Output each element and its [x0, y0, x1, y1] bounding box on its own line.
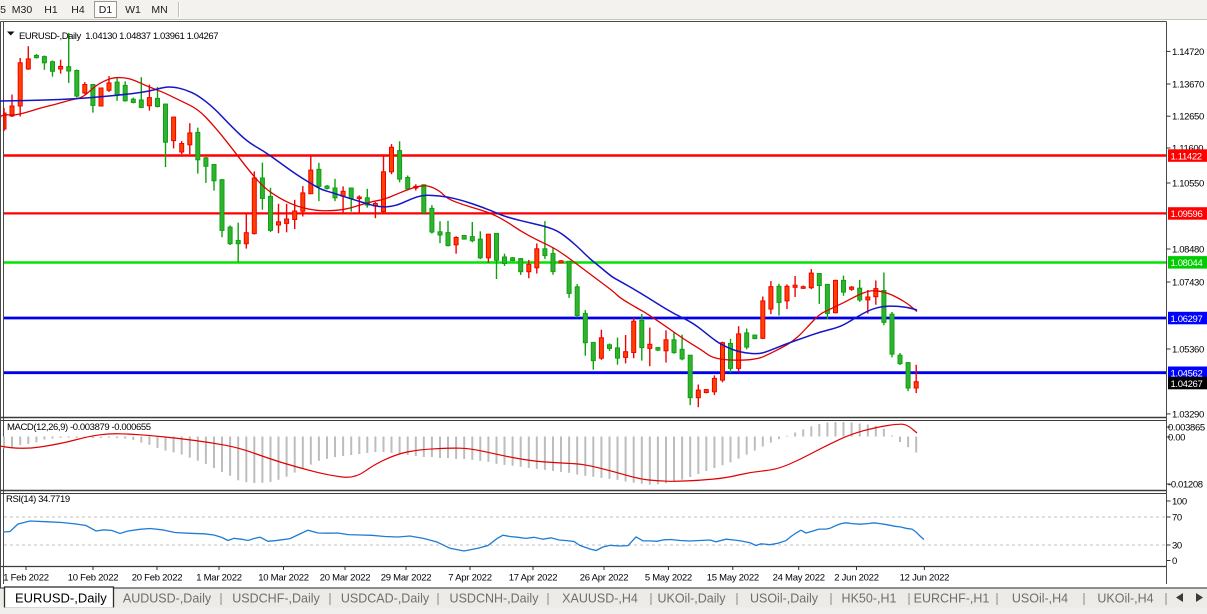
svg-text:7 Apr 2022: 7 Apr 2022: [448, 573, 491, 584]
svg-text:UKOil-,H4: UKOil-,H4: [1097, 592, 1153, 606]
svg-text:USOil-,H4: USOil-,H4: [1012, 592, 1068, 606]
svg-text:1.11600: 1.11600: [1172, 144, 1203, 155]
svg-text:|: |: [907, 592, 910, 606]
svg-text:10 Mar 2022: 10 Mar 2022: [258, 573, 309, 584]
svg-text:1.04267: 1.04267: [1171, 379, 1203, 390]
svg-text:1 Mar 2022: 1 Mar 2022: [196, 573, 242, 584]
svg-text:100: 100: [1172, 497, 1187, 508]
svg-text:1.11422: 1.11422: [1171, 151, 1202, 162]
svg-text:XAUUSD-,H4: XAUUSD-,H4: [562, 592, 638, 606]
svg-text:5 May 2022: 5 May 2022: [645, 573, 692, 584]
svg-text:2 Jun 2022: 2 Jun 2022: [834, 573, 879, 584]
svg-text:|: |: [829, 592, 832, 606]
svg-text:USOil-,Daily: USOil-,Daily: [750, 592, 819, 606]
svg-text:M30: M30: [12, 4, 33, 16]
svg-text:|: |: [1082, 592, 1085, 606]
svg-text:USDCHF-,Daily: USDCHF-,Daily: [232, 592, 320, 606]
svg-text:USDCAD-,Daily: USDCAD-,Daily: [341, 592, 430, 606]
svg-text:HK50-,H1: HK50-,H1: [842, 592, 897, 606]
svg-text:1.08044: 1.08044: [1171, 258, 1203, 269]
svg-text:29 Mar 2022: 29 Mar 2022: [381, 573, 432, 584]
svg-text:1.12650: 1.12650: [1172, 112, 1204, 123]
svg-text:|: |: [649, 592, 652, 606]
svg-text:W1: W1: [125, 4, 141, 16]
svg-text:1.08480: 1.08480: [1172, 245, 1204, 256]
svg-text:26 Apr 2022: 26 Apr 2022: [580, 573, 629, 584]
svg-text:|: |: [436, 592, 439, 606]
svg-text:|: |: [735, 592, 738, 606]
svg-text:|: |: [219, 592, 222, 606]
svg-text:|: |: [995, 592, 998, 606]
svg-text:H1: H1: [44, 4, 58, 16]
svg-text:AUDUSD-,Daily: AUDUSD-,Daily: [123, 592, 212, 606]
svg-text:|: |: [328, 592, 331, 606]
svg-text:17 Apr 2022: 17 Apr 2022: [509, 573, 558, 584]
svg-text:10 Feb 2022: 10 Feb 2022: [68, 573, 119, 584]
svg-text:70: 70: [1172, 513, 1182, 524]
svg-text:D1: D1: [99, 4, 113, 16]
svg-text:1.03290: 1.03290: [1172, 409, 1204, 420]
svg-text:|: |: [546, 592, 549, 606]
svg-text:USDCNH-,Daily: USDCNH-,Daily: [450, 592, 540, 606]
svg-text:EURUSD-,Daily 1.04130 1.04837: EURUSD-,Daily 1.04130 1.04837 1.03961 1.…: [19, 31, 218, 42]
svg-text:5: 5: [0, 4, 6, 16]
svg-text:UKOil-,Daily: UKOil-,Daily: [657, 592, 726, 606]
svg-text:1.05360: 1.05360: [1172, 345, 1204, 356]
svg-text:-0.01208: -0.01208: [1168, 480, 1203, 491]
svg-text:20 Mar 2022: 20 Mar 2022: [320, 573, 371, 584]
svg-text:1 Feb 2022: 1 Feb 2022: [3, 573, 49, 584]
svg-text:RSI(14) 34.7719: RSI(14) 34.7719: [6, 494, 70, 505]
svg-text:24 May 2022: 24 May 2022: [773, 573, 825, 584]
svg-text:1.09596: 1.09596: [1171, 209, 1203, 220]
svg-text:1.04562: 1.04562: [1171, 369, 1203, 380]
svg-text:H4: H4: [71, 4, 85, 16]
svg-text:0.003865: 0.003865: [1168, 423, 1205, 434]
svg-text:1.13670: 1.13670: [1172, 80, 1204, 91]
svg-text:20 Feb 2022: 20 Feb 2022: [132, 573, 183, 584]
svg-text:1.14720: 1.14720: [1172, 47, 1204, 58]
svg-text:EURCHF-,H1: EURCHF-,H1: [914, 592, 990, 606]
svg-text:|: |: [1164, 592, 1167, 606]
svg-text:12 Jun 2022: 12 Jun 2022: [900, 573, 950, 584]
svg-text:0: 0: [1172, 556, 1177, 567]
svg-text:0.00: 0.00: [1168, 433, 1185, 444]
svg-text:30: 30: [1172, 541, 1182, 552]
svg-text:MN: MN: [151, 4, 167, 16]
svg-text:1.07430: 1.07430: [1172, 278, 1204, 289]
svg-text:MACD(12,26,9) -0.003879 -0.000: MACD(12,26,9) -0.003879 -0.000655: [7, 422, 151, 433]
svg-text:EURUSD-,Daily: EURUSD-,Daily: [15, 591, 107, 606]
svg-text:1.10550: 1.10550: [1172, 179, 1204, 190]
svg-text:15 May 2022: 15 May 2022: [707, 573, 759, 584]
svg-text:1.06297: 1.06297: [1171, 314, 1203, 325]
